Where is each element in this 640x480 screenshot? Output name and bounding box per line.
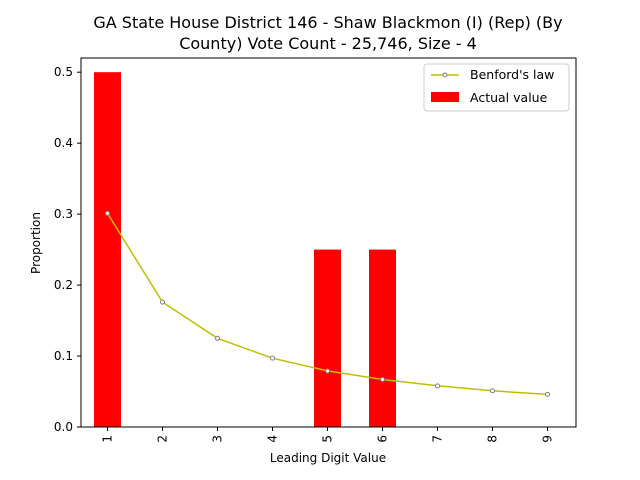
y-tick-label: 0.1 — [54, 349, 73, 363]
benford-point-7 — [435, 383, 440, 389]
legend-line-marker — [442, 72, 448, 78]
x-tick-label: 1 — [101, 435, 115, 443]
y-axis-label: Proportion — [29, 212, 43, 274]
x-axis-label: Leading Digit Value — [270, 451, 386, 465]
x-axis: 1 2 3 4 5 6 7 8 9 — [101, 427, 555, 443]
benford-point-5 — [325, 368, 330, 374]
y-tick-label: 0.2 — [54, 278, 73, 292]
x-tick-label: 6 — [376, 435, 390, 443]
benford-point-8 — [490, 388, 495, 394]
y-axis: 0.0 0.1 0.2 0.3 0.4 0.5 — [54, 65, 81, 434]
x-tick-label: 9 — [541, 435, 555, 443]
bar-digit-6 — [369, 249, 396, 427]
chart-title-line-2: County) Vote Count - 25,746, Size - 4 — [179, 34, 477, 53]
x-tick-label: 2 — [156, 435, 170, 443]
y-tick-label: 0.3 — [54, 207, 73, 221]
chart-title-line-1: GA State House District 146 - Shaw Black… — [93, 13, 562, 32]
benford-line-series — [105, 210, 550, 397]
bar-digit-1 — [94, 72, 121, 427]
benford-point-3 — [215, 335, 220, 341]
x-tick-label: 7 — [431, 435, 445, 443]
legend-bar-swatch — [431, 92, 459, 102]
x-tick-label: 5 — [321, 435, 335, 443]
plot-frame — [80, 57, 577, 428]
legend: Benford's law Actual value — [423, 63, 570, 112]
bar-digit-5 — [314, 249, 341, 427]
legend-label-actual: Actual value — [470, 90, 548, 105]
y-tick-label: 0.0 — [54, 420, 73, 434]
benford-point-6 — [380, 376, 385, 382]
y-tick-label: 0.4 — [54, 136, 73, 150]
benford-point-9 — [545, 391, 550, 397]
benford-point-4 — [270, 355, 275, 361]
legend-label-benford: Benford's law — [470, 67, 554, 82]
legend-box — [423, 63, 570, 112]
x-tick-label: 3 — [211, 435, 225, 443]
x-tick-label: 8 — [486, 435, 500, 443]
benford-point-1 — [105, 210, 110, 216]
y-tick-label: 0.5 — [54, 65, 73, 79]
bar-series — [94, 72, 396, 427]
x-tick-label: 4 — [266, 435, 280, 443]
benford-point-2 — [160, 299, 165, 305]
